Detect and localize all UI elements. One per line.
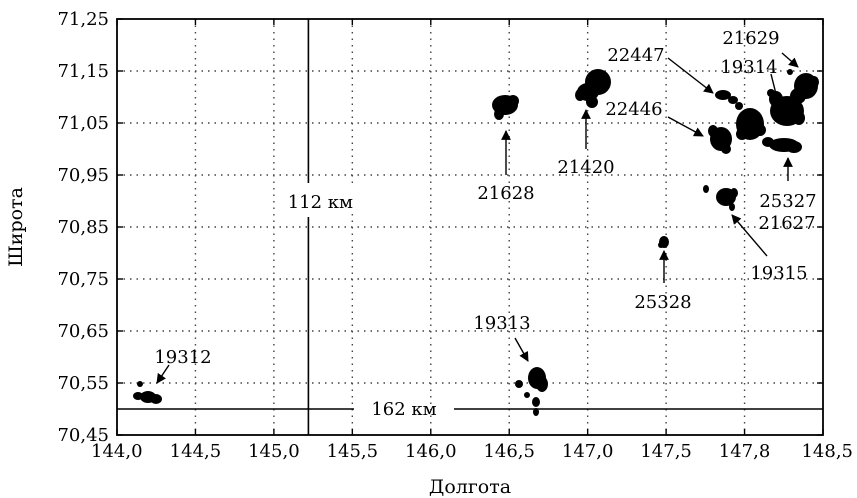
ice-blob-part <box>150 394 162 404</box>
ice-blob-25327 <box>762 137 802 153</box>
point-arrow-19312 <box>156 364 170 384</box>
point-label-21629: 21629 <box>722 28 779 49</box>
scale-label-vertical: 112 км <box>288 192 353 213</box>
ice-blob-21628 <box>492 95 519 120</box>
ice-blob-part <box>787 69 793 75</box>
ice-blob-part <box>793 111 805 125</box>
x-tick-label: 146,0 <box>405 441 457 462</box>
ice-blob-21629 <box>787 69 819 104</box>
point-arrow-19315 <box>731 214 768 257</box>
ice-blob-part <box>728 96 738 104</box>
ice-blob-part <box>786 141 802 153</box>
x-tick-label: 145,5 <box>327 441 379 462</box>
ice-blob-part <box>729 203 735 211</box>
ice-blob-19315 <box>703 185 738 211</box>
x-tick-label: 147,0 <box>562 441 614 462</box>
point-label-22446: 22446 <box>605 99 662 120</box>
y-tick-label: 70,85 <box>57 217 109 238</box>
point-label-25328: 25328 <box>634 292 691 313</box>
ice-blob-22447 <box>715 90 743 110</box>
grid <box>117 19 823 435</box>
ice-blob-part <box>507 95 519 107</box>
ice-blob-part <box>133 392 143 400</box>
ice-blob-part <box>708 125 718 137</box>
ice-blob-part <box>730 188 738 198</box>
ice-blob-part <box>515 380 523 388</box>
y-tick-label: 70,65 <box>57 321 109 342</box>
y-tick-label: 70,95 <box>57 165 109 186</box>
y-tick-label: 71,05 <box>57 113 109 134</box>
point-label-19313: 19313 <box>473 313 530 334</box>
ice-blob-22446 <box>708 125 732 154</box>
point-arrow-21629 <box>781 52 799 68</box>
ice-blob-part <box>762 137 774 147</box>
point-label-21420: 21420 <box>557 157 614 178</box>
annotations: 19312 19313 21628 21420 25328 19315 22447 22446… <box>154 28 817 384</box>
x-tick-label: 147,5 <box>640 441 692 462</box>
ice-blob-25328 <box>658 236 669 248</box>
point-label-19312: 19312 <box>154 347 211 368</box>
point-label-19314: 19314 <box>720 57 777 78</box>
ice-blob-21420 <box>575 69 611 108</box>
ice-blob-part <box>703 185 709 193</box>
x-tick-label: 144,0 <box>91 441 143 462</box>
ice-blob-part <box>524 392 530 398</box>
y-tick-label: 70,45 <box>57 425 109 446</box>
point-label-25327: 25327 <box>759 191 816 212</box>
ice-blob-part <box>715 90 731 100</box>
y-axis-title: Широта <box>5 187 27 267</box>
scale-label-background <box>280 188 361 212</box>
scale-markers: 112 км 162 км <box>117 19 823 435</box>
y-tick-label: 71,25 <box>57 9 109 30</box>
point-label-19315: 19315 <box>750 263 807 284</box>
point-arrow-22446 <box>667 116 704 137</box>
ice-blob-part <box>721 144 731 154</box>
ice-blob-part <box>809 76 819 88</box>
x-tick-label: 144,5 <box>170 441 222 462</box>
ice-blob-part <box>536 376 548 392</box>
plot-frame <box>116 18 824 436</box>
point-arrow-22447 <box>667 57 714 94</box>
axis-ticks: 144,0 144,5 145,0 145,5 146,0 146,5 147,0 147,5… <box>57 9 853 462</box>
ice-blob-part <box>735 102 743 110</box>
x-tick-label: 145,0 <box>248 441 300 462</box>
point-label-21627: 21627 <box>758 213 815 234</box>
ice-blob-21627 <box>736 108 766 140</box>
ice-blob-part <box>736 128 748 140</box>
y-tick-label: 70,75 <box>57 269 109 290</box>
point-arrow-19313 <box>514 337 529 362</box>
ice-blob-part <box>494 108 504 120</box>
y-tick-label: 71,15 <box>57 61 109 82</box>
ice-blob-part <box>137 381 143 387</box>
ice-blob-19312 <box>133 381 162 404</box>
x-tick-label: 146,5 <box>483 441 535 462</box>
ice-blobs <box>133 69 819 416</box>
ice-blob-part <box>586 96 598 108</box>
ice-blob-19314 <box>767 89 805 126</box>
ice-blob-part <box>767 89 775 97</box>
x-axis-title: Долгота <box>429 476 511 498</box>
ice-blob-part <box>532 397 540 407</box>
scale-label-horizontal: 162 км <box>371 399 436 420</box>
x-tick-label: 147,8 <box>719 441 771 462</box>
ice-blob-part <box>754 124 766 136</box>
point-arrow-19314 <box>770 73 781 103</box>
ice-blob-part <box>533 408 539 416</box>
ice-blob-part <box>575 89 585 101</box>
ice-blob-part <box>658 242 664 248</box>
point-label-21628: 21628 <box>477 183 534 204</box>
ice-blob-19313 <box>515 367 548 416</box>
ice-blob-part <box>790 88 806 104</box>
point-label-22447: 22447 <box>607 45 664 66</box>
x-tick-label: 148,5 <box>801 441 853 462</box>
y-tick-label: 70,55 <box>57 373 109 394</box>
